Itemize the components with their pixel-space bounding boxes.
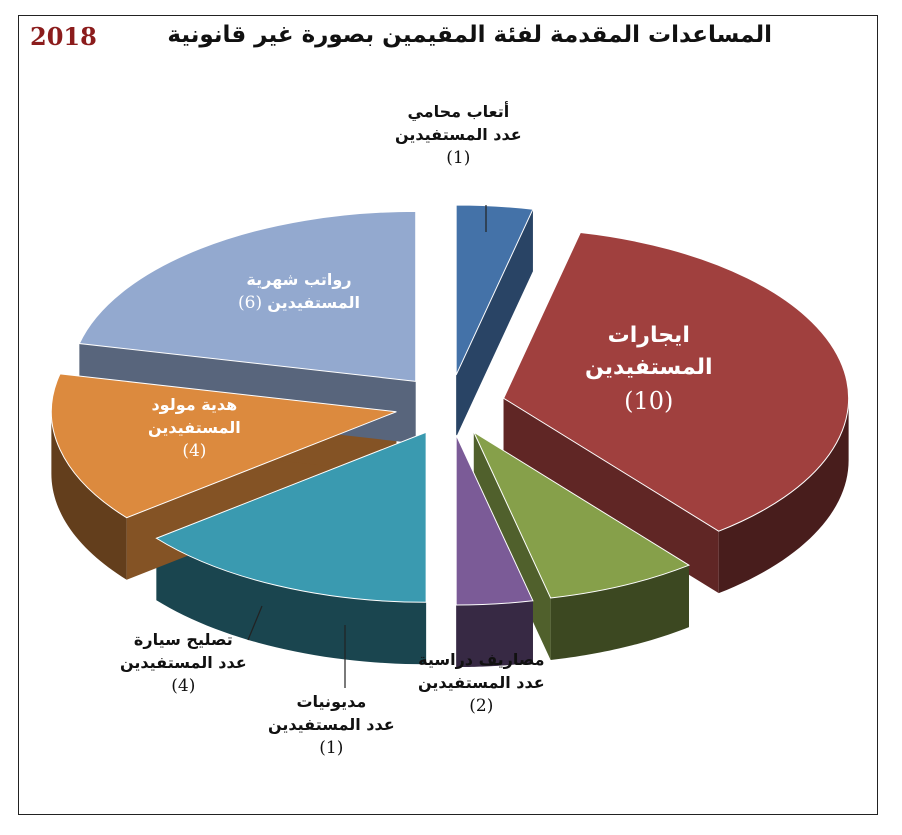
slice-top-6 [78, 210, 417, 382]
slice-side-1 [718, 398, 849, 594]
chart-year: 2018 [30, 22, 97, 51]
slice-label-lawyer-fees: أتعاب محامي عدد المستفيدين (1) [395, 102, 522, 169]
slice-label-newborn-gift: هدية مولود المستفيدين (4) [148, 395, 241, 462]
slice-side-2 [550, 565, 689, 660]
slice-top-2 [472, 430, 691, 599]
slice-side-4 [156, 538, 427, 665]
slice-top-5 [50, 373, 397, 519]
leader-line-4 [247, 605, 263, 641]
slice-label-rents: ايجارات المستفيدين (10) [585, 323, 713, 415]
slice-top-0 [455, 204, 534, 376]
slice-label-debts: مديونيات عدد المستفيدين (1) [268, 692, 395, 759]
slice-label-school-fees: مصاريف دراسية عدد المستفيدين (2) [418, 650, 545, 717]
slice-side-5 [51, 411, 127, 580]
slice-top-1 [502, 231, 850, 532]
slice-side-3 [456, 600, 533, 668]
slice-wall-0-1 [456, 209, 533, 437]
slice-label-monthly-salaries: رواتب شهرية المستفيدين (6) [238, 270, 360, 314]
slice-label-car-repair: تصليح سيارة عدد المستفيدين (4) [120, 630, 247, 697]
chart-title: المساعدات المقدمة لفئة المقيمين بصورة غي… [167, 22, 772, 48]
slice-wall-1-1 [503, 398, 719, 594]
slice-top-3 [455, 434, 534, 606]
slice-top-4 [155, 431, 427, 603]
